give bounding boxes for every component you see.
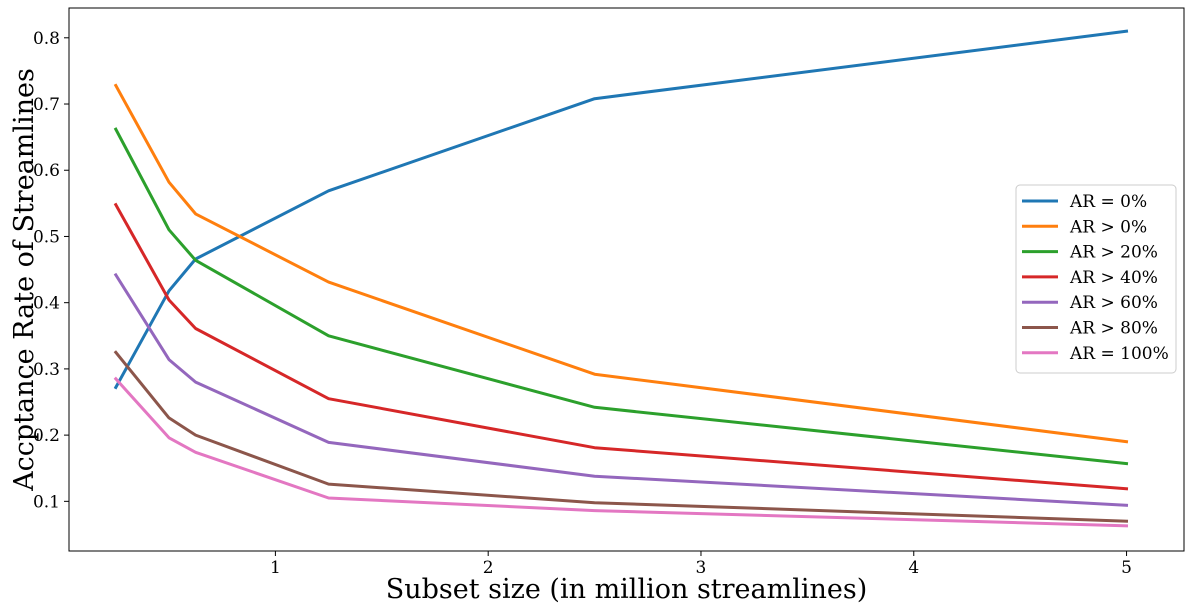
y-tick-label: 0.2	[33, 426, 60, 446]
y-tick-label: 0.6	[33, 161, 60, 181]
y-axis-label: Accptance Rate of Streamlines	[9, 68, 40, 492]
y-tick-label: 0.3	[33, 360, 60, 380]
x-tick-label: 5	[1121, 558, 1132, 578]
y-tick-label: 0.8	[33, 29, 60, 49]
legend: AR = 0% AR > 0% AR > 20% AR > 40% AR > 60% AR…	[1015, 184, 1177, 374]
x-axis: 1 2 3 4 5	[270, 551, 1132, 578]
series-line-3	[113, 202, 1129, 491]
y-axis: 0.1 0.2 0.3 0.4 0.5 0.6 0.7 0.8	[33, 29, 69, 512]
series-layer	[113, 29, 1129, 528]
y-tick-label: 0.4	[33, 294, 60, 314]
legend-label: AR > 80%	[1069, 319, 1158, 339]
x-tick-label: 2	[483, 558, 494, 578]
legend-label: AR > 0%	[1069, 217, 1147, 237]
legend-label: AR = 100%	[1069, 344, 1169, 364]
series-line-5	[113, 350, 1129, 523]
legend-label: AR > 60%	[1069, 293, 1158, 313]
y-tick-label: 0.7	[33, 95, 60, 115]
x-tick-label: 3	[696, 558, 707, 578]
plot-area-frame	[68, 7, 1185, 552]
series-line-1	[113, 83, 1129, 444]
series-line-6	[113, 376, 1129, 528]
x-tick-label: 4	[908, 558, 919, 578]
x-axis-label: Subset size (in million streamlines)	[386, 574, 868, 605]
series-line-4	[113, 272, 1129, 507]
y-tick-label: 0.1	[33, 492, 60, 512]
legend-label: AR > 40%	[1069, 268, 1158, 288]
series-line-0	[113, 29, 1129, 390]
x-tick-label: 1	[270, 558, 281, 578]
legend-label: AR = 0%	[1069, 192, 1147, 212]
y-tick-label: 0.5	[33, 227, 60, 247]
series-line-2	[113, 127, 1129, 466]
legend-label: AR > 20%	[1069, 243, 1158, 263]
